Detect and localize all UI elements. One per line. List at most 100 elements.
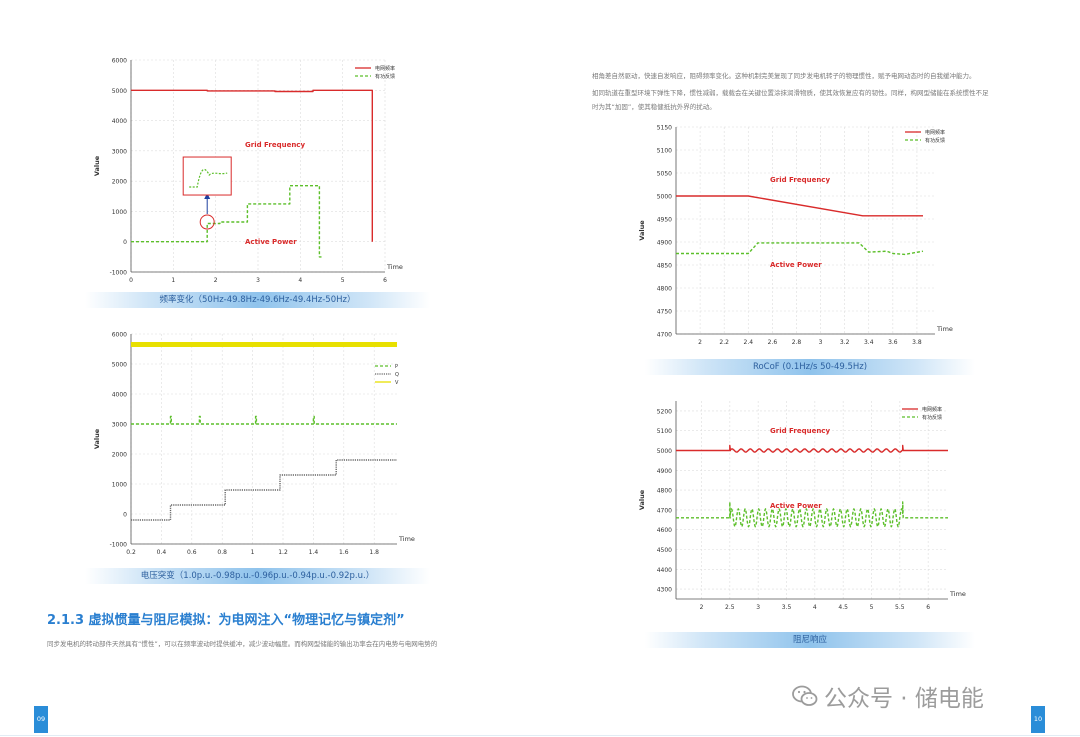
y-axis-label: Value bbox=[638, 489, 646, 510]
right-paragraph-2: 如同轨道在重型环境下弹性下降，惯性减弱，载载会在关键位置涂抹润滑物质，使其效恢复… bbox=[592, 89, 989, 97]
y-tick-label: 2000 bbox=[112, 179, 127, 186]
x-tick-label: 2.6 bbox=[768, 339, 778, 346]
x-tick-label: 0.8 bbox=[217, 549, 227, 556]
x-tick-label: 3.8 bbox=[912, 339, 922, 346]
annotation-label: Active Power bbox=[245, 238, 297, 246]
y-tick-label: 6000 bbox=[112, 332, 127, 339]
x-tick-label: 3.6 bbox=[888, 339, 898, 346]
x-tick-label: 6 bbox=[926, 604, 930, 611]
x-tick-label: 2.2 bbox=[719, 339, 729, 346]
y-tick-label: 2000 bbox=[112, 452, 127, 459]
x-tick-label: 5.5 bbox=[895, 604, 905, 611]
chart-damping-svg: 4300 4400 4500 4600 4700 4800 4900 5000 5100 5200… bbox=[638, 401, 966, 611]
y-axis-label: Value bbox=[93, 428, 101, 449]
x-axis-label: Time bbox=[936, 325, 953, 333]
x-tick-label: 0.2 bbox=[126, 549, 136, 556]
series-line-1 bbox=[131, 415, 397, 425]
annotation-label: Active Power bbox=[770, 502, 822, 510]
x-tick-label: 4 bbox=[298, 277, 302, 284]
y-tick-label: 3000 bbox=[112, 422, 127, 429]
y-tick-label: 4400 bbox=[657, 567, 672, 574]
x-tick-label: 1.6 bbox=[339, 549, 349, 556]
x-tick-label: 3.2 bbox=[840, 339, 850, 346]
series-line-1 bbox=[676, 242, 924, 256]
chart-frequency-change: -1000 0 1000 2000 3000 4000 5000 6000 0 1 2 3 4 5 6 Tim… bbox=[85, 52, 425, 290]
annotation-label: Grid Frequency bbox=[770, 176, 830, 184]
x-tick-label: 1 bbox=[171, 277, 175, 284]
y-tick-label: 0 bbox=[123, 512, 127, 519]
plot-area bbox=[131, 334, 397, 544]
right-paragraph-3: 时为其“加固”，使其稳健抵抗外界的扰动。 bbox=[592, 103, 716, 111]
y-tick-label: 5100 bbox=[657, 428, 672, 435]
x-axis-label: Time bbox=[386, 263, 403, 271]
legend-label: 有功反馈 bbox=[375, 73, 395, 80]
y-axis-label: Value bbox=[93, 155, 101, 176]
section-heading: 2.1.3 虚拟惯量与阻尼模拟：为电网注入“物理记忆与镇定剂” bbox=[47, 613, 405, 628]
x-tick-label: 3.5 bbox=[782, 604, 792, 611]
x-tick-label: 3 bbox=[756, 604, 760, 611]
left-paragraph: 同步发电机的转动部件天然具有“惯性”，可以在频率波动时提供缓冲，减少波动幅度。而… bbox=[47, 640, 438, 648]
legend-label: 有功反馈 bbox=[925, 137, 945, 144]
x-axis-label: Time bbox=[398, 535, 415, 543]
x-tick-label: 1.8 bbox=[369, 549, 379, 556]
y-tick-label: -1000 bbox=[110, 270, 128, 277]
y-tick-label: 4800 bbox=[657, 488, 672, 495]
annotation-label: Grid Frequency bbox=[770, 427, 830, 435]
y-axis-label: Value bbox=[638, 220, 646, 241]
page-number-left: 09 bbox=[34, 706, 48, 733]
y-tick-label: 5050 bbox=[657, 171, 672, 178]
annotation-label: Grid Frequency bbox=[245, 141, 305, 149]
caption-damping: 阻尼响应 bbox=[645, 632, 975, 648]
y-tick-label: 4900 bbox=[657, 468, 672, 475]
y-tick-label: -1000 bbox=[110, 542, 128, 549]
x-tick-label: 4.5 bbox=[838, 604, 848, 611]
x-tick-label: 0 bbox=[129, 277, 133, 284]
y-tick-label: 5000 bbox=[657, 194, 672, 201]
chart-rocof: 4700 4750 4800 4850 4900 4950 5000 5050 5100 5150… bbox=[630, 120, 975, 356]
series-line-1 bbox=[676, 501, 948, 528]
y-tick-label: 1000 bbox=[112, 482, 127, 489]
x-tick-label: 3 bbox=[256, 277, 260, 284]
x-tick-label: 2 bbox=[700, 604, 704, 611]
x-tick-label: 4 bbox=[813, 604, 817, 611]
x-tick-label: 2.4 bbox=[744, 339, 754, 346]
y-tick-label: 4900 bbox=[657, 240, 672, 247]
x-tick-label: 3.4 bbox=[864, 339, 874, 346]
legend-label: V bbox=[395, 380, 399, 386]
y-tick-label: 0 bbox=[123, 239, 127, 246]
legend-label: 电网频率 bbox=[375, 65, 395, 72]
watermark: 公众号 · 储电能 bbox=[792, 679, 984, 713]
zoom-circle bbox=[199, 214, 215, 230]
page-bottom-rule bbox=[0, 735, 1080, 736]
x-tick-label: 5 bbox=[341, 277, 345, 284]
plot-area bbox=[676, 401, 948, 599]
caption-voltage-step: 电压突变（1.0p.u.-0.98p.u.-0.96p.u.-0.94p.u.-… bbox=[85, 568, 430, 584]
y-tick-label: 4300 bbox=[657, 587, 672, 594]
y-tick-label: 4600 bbox=[657, 527, 672, 534]
legend-label: 有功反馈 bbox=[922, 414, 942, 421]
legend-label: 电网频率 bbox=[925, 129, 945, 136]
y-tick-label: 4800 bbox=[657, 286, 672, 293]
y-tick-label: 4000 bbox=[112, 392, 127, 399]
series-line-0 bbox=[131, 89, 373, 242]
zoom-inset-curve bbox=[189, 168, 228, 188]
right-paragraph-1: 相角差自然驱动，快速自发响应，阻碍频率变化。这种机制完美复现了同步发电机转子的物… bbox=[592, 72, 976, 80]
legend-label: 电网频率 bbox=[922, 406, 942, 413]
x-tick-label: 3 bbox=[819, 339, 823, 346]
x-tick-label: 1 bbox=[251, 549, 255, 556]
y-tick-label: 4000 bbox=[112, 118, 127, 125]
y-tick-label: 4850 bbox=[657, 263, 672, 270]
watermark-text: 公众号 · 储电能 bbox=[824, 686, 984, 712]
chart-voltage-step: -1000 0 1000 2000 3000 4000 5000 6000 0.2 0.4 0.6 0… bbox=[85, 326, 425, 562]
caption-rocof: RoCoF (0.1Hz/s 50-49.5Hz) bbox=[645, 359, 975, 375]
y-tick-label: 4700 bbox=[657, 507, 672, 514]
series-line-0 bbox=[676, 444, 948, 453]
y-tick-label: 6000 bbox=[112, 58, 127, 65]
caption-frequency-change: 频率变化（50Hz-49.8Hz-49.6Hz-49.4Hz-50Hz） bbox=[85, 292, 430, 308]
x-tick-label: 5 bbox=[870, 604, 874, 611]
x-tick-label: 1.2 bbox=[278, 549, 288, 556]
y-tick-label: 3000 bbox=[112, 148, 127, 155]
y-tick-label: 5000 bbox=[112, 362, 127, 369]
y-tick-label: 5000 bbox=[112, 88, 127, 95]
